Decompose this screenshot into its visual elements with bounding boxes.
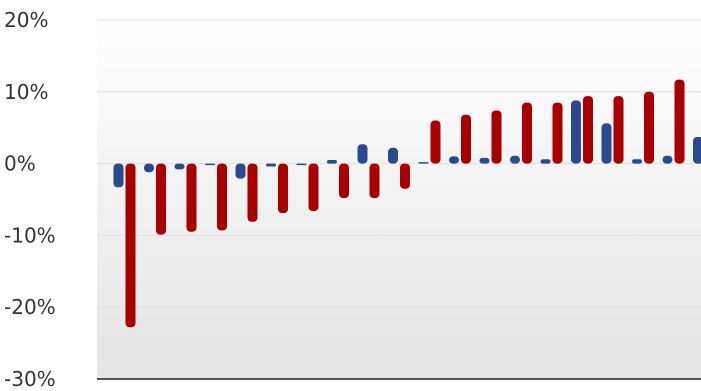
bars xyxy=(113,79,701,328)
red-bar-9 xyxy=(369,163,380,199)
y-axis: 20% 10% 0% -10% -20% -30% xyxy=(4,8,56,391)
red-bar-2 xyxy=(156,163,166,235)
blue-bar-11 xyxy=(418,162,429,164)
blue-bar-14 xyxy=(510,155,520,164)
red-bar-5 xyxy=(247,163,258,222)
blue-bar-13 xyxy=(479,157,490,164)
red-bar-17 xyxy=(613,96,624,164)
red-bar-12 xyxy=(461,114,471,164)
blue-bar-3 xyxy=(174,163,185,170)
y-tick-label: 0% xyxy=(4,152,36,176)
blue-bar-17 xyxy=(601,123,612,164)
red-bar-1 xyxy=(125,163,136,328)
y-tick-label: 20% xyxy=(4,8,48,32)
blue-bar-15 xyxy=(540,159,551,164)
y-tick-label: -30% xyxy=(4,367,56,391)
red-bar-14 xyxy=(522,102,532,164)
blue-bar-5 xyxy=(235,163,246,179)
blue-bar-6 xyxy=(266,163,276,167)
blue-bar-18 xyxy=(632,159,642,164)
red-bar-13 xyxy=(491,110,502,164)
red-bar-15 xyxy=(552,102,563,164)
red-bar-19 xyxy=(674,79,685,164)
y-tick-label: 10% xyxy=(4,80,48,104)
red-bar-4 xyxy=(217,163,227,231)
red-bar-16 xyxy=(583,96,593,164)
plot-area xyxy=(97,20,701,379)
blue-bar-9 xyxy=(357,144,368,164)
red-bar-18 xyxy=(644,91,654,164)
red-bar-8 xyxy=(339,163,349,199)
blue-bar-4 xyxy=(205,163,215,166)
blue-bar-16 xyxy=(571,100,581,164)
grid-lines xyxy=(97,19,701,308)
red-bar-7 xyxy=(308,163,319,211)
red-bar-3 xyxy=(186,163,197,232)
blue-bar-12 xyxy=(449,156,459,164)
blue-bar-19 xyxy=(662,155,673,164)
y-tick-label: -10% xyxy=(4,223,56,247)
red-bar-6 xyxy=(278,163,288,214)
red-bar-11 xyxy=(430,120,441,164)
blue-bar-20 xyxy=(693,137,701,164)
blue-bar-2 xyxy=(144,163,154,173)
red-bar-10 xyxy=(400,163,410,189)
y-tick-label: -20% xyxy=(4,295,56,319)
blue-bar-10 xyxy=(388,147,398,164)
blue-bar-8 xyxy=(327,160,337,164)
blue-bar-1 xyxy=(113,163,124,188)
blue-bar-7 xyxy=(296,163,307,166)
